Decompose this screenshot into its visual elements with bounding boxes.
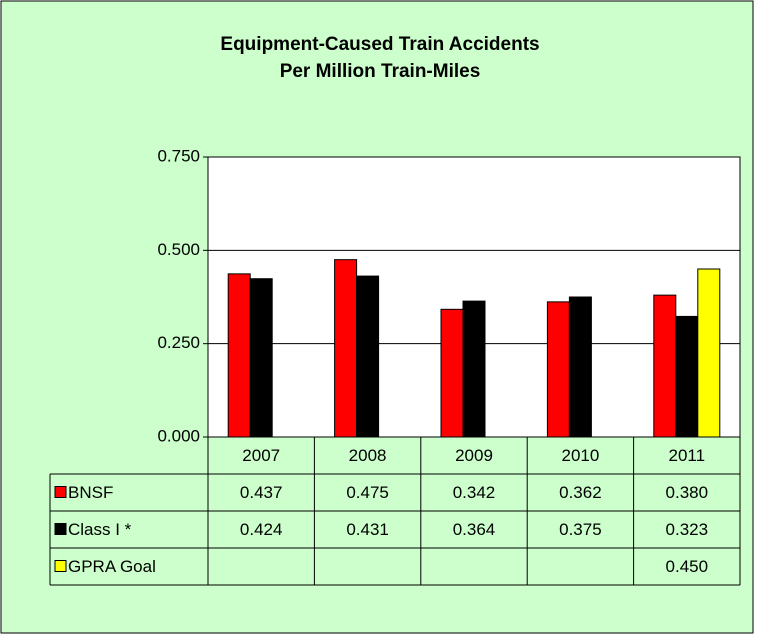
y-tick-label: 0.250 [157, 333, 200, 352]
x-tick-label: 2011 [669, 446, 706, 465]
bar [227, 273, 251, 438]
data-label: 0.323 [666, 520, 709, 539]
bar [356, 275, 380, 438]
bar [653, 294, 677, 438]
data-label: 0.431 [346, 520, 389, 539]
y-tick-label: 0.000 [157, 426, 200, 445]
legend-key [54, 523, 67, 535]
bar [697, 268, 721, 438]
bar [568, 296, 592, 438]
chart-title: Per Million Train-Miles [280, 61, 481, 82]
x-tick-label: 2009 [455, 446, 493, 465]
data-label: 0.380 [666, 483, 709, 502]
bar [334, 259, 358, 438]
data-label: 0.475 [346, 483, 389, 502]
bar [675, 315, 699, 438]
legend-label: Class I * [68, 520, 132, 539]
data-label: 0.342 [453, 483, 496, 502]
legend-key [54, 560, 67, 572]
bar [462, 300, 486, 438]
chart-title: Equipment-Caused Train Accidents [220, 34, 539, 55]
legend-key [54, 486, 67, 498]
bar [249, 278, 273, 438]
y-tick-label: 0.750 [157, 146, 200, 165]
data-label: 0.364 [453, 520, 496, 539]
data-label: 0.375 [559, 520, 602, 539]
bar [546, 301, 570, 438]
y-tick-label: 0.500 [157, 240, 200, 259]
data-label: 0.424 [240, 520, 283, 539]
data-label: 0.362 [559, 483, 602, 502]
x-tick-label: 2008 [349, 446, 387, 465]
legend-label: BNSF [68, 483, 113, 502]
x-tick-label: 2010 [561, 446, 599, 465]
data-label: 0.450 [666, 557, 709, 576]
data-label: 0.437 [240, 483, 283, 502]
x-tick-label: 2007 [242, 446, 280, 465]
bar [440, 308, 464, 438]
legend-label: GPRA Goal [68, 557, 156, 576]
